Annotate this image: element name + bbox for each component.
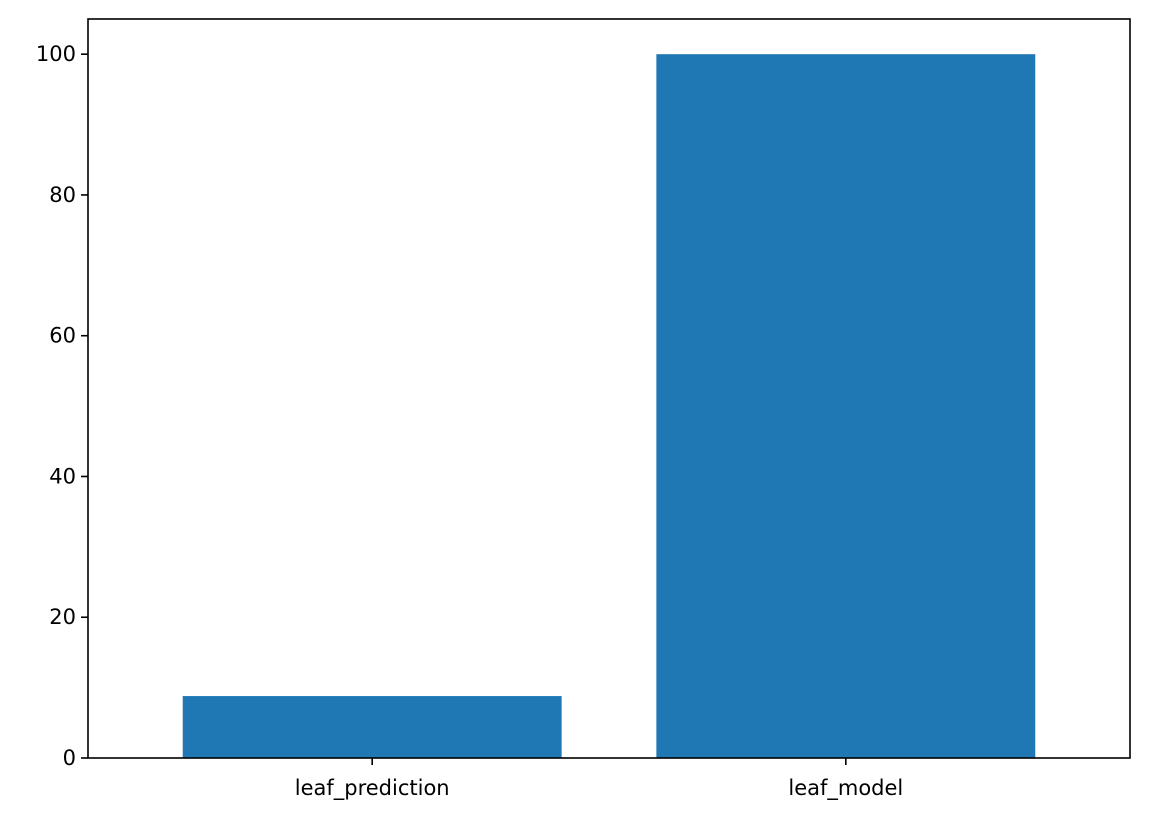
bars-layer <box>182 54 1036 758</box>
bar-leaf-model <box>656 54 1036 758</box>
bar-leaf-prediction <box>182 696 562 758</box>
x-tick-label-leaf-model: leaf_model <box>788 776 903 801</box>
y-tick-label: 20 <box>49 605 76 629</box>
y-tick-label: 60 <box>49 324 76 348</box>
x-axis-ticks: leaf_prediction leaf_model <box>295 758 903 801</box>
y-axis-ticks: 0 20 40 60 80 100 <box>36 42 88 770</box>
y-tick-label: 80 <box>49 183 76 207</box>
y-tick-label: 0 <box>63 746 76 770</box>
y-tick-label: 40 <box>49 464 76 488</box>
plot-frame <box>87 18 1131 759</box>
y-tick-label: 100 <box>36 42 76 66</box>
x-tick-label-leaf-prediction: leaf_prediction <box>295 776 450 801</box>
